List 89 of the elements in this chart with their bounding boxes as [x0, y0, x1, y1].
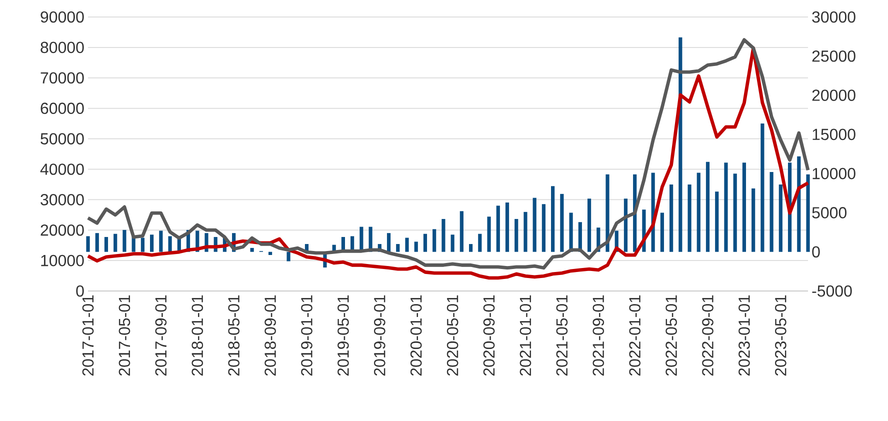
bar: [250, 248, 254, 252]
y2-tick-label: 0: [812, 246, 820, 258]
x-tick-label: 2020-09-01: [483, 295, 495, 376]
y2-tick-label: 30000: [812, 11, 856, 23]
bar: [140, 238, 144, 252]
x-tick-label: 2020-05-01: [446, 295, 458, 376]
bar: [423, 234, 428, 252]
y-tick-label: 0: [76, 285, 84, 297]
bar: [268, 252, 272, 255]
bar: [95, 233, 99, 252]
x-tick-label: 2023-01-01: [738, 295, 750, 376]
bar: [114, 234, 118, 252]
x-tick-label: 2019-09-01: [374, 295, 386, 376]
y2-tick-label: 15000: [812, 128, 856, 140]
bar: [496, 206, 500, 252]
bar: [542, 204, 546, 252]
bar: [532, 198, 536, 252]
bar: [706, 162, 710, 252]
x-tick-label: 2022-09-01: [702, 295, 714, 376]
x-tick-label: 2019-05-01: [338, 295, 349, 376]
bar: [569, 212, 573, 252]
bar: [159, 230, 163, 252]
bar: [724, 162, 728, 252]
y2-tick-label: 25000: [812, 50, 856, 62]
bar: [396, 244, 400, 252]
bar: [660, 212, 664, 252]
x-tick-label: 2018-09-01: [264, 295, 276, 376]
x-tick-label: 2022-01-01: [629, 295, 641, 376]
x-tick-label: 2017-05-01: [118, 295, 130, 376]
bar: [414, 242, 418, 252]
bar: [122, 230, 126, 252]
bar: [551, 186, 555, 252]
y-tick-label: 70000: [40, 72, 84, 84]
bar: [168, 236, 172, 252]
y2-tick-label: 5000: [812, 207, 846, 218]
bar: [624, 198, 628, 252]
bar: [560, 194, 564, 252]
y2-tick-label: -5000: [812, 285, 852, 297]
x-tick-label: 2017-01-01: [82, 295, 94, 376]
x-tick-label: 2020-01-01: [410, 295, 422, 376]
bar: [752, 188, 756, 252]
bar: [514, 218, 518, 252]
bar: [715, 192, 719, 252]
bar: [104, 236, 108, 252]
bar: [587, 198, 592, 252]
y-tick-label: 40000: [40, 164, 84, 175]
y2-tick-label: 10000: [812, 168, 856, 180]
bar: [478, 234, 482, 252]
bar: [505, 202, 510, 252]
bar: [696, 172, 700, 252]
x-tick-label: 2022-05-01: [666, 295, 677, 376]
bar: [669, 184, 674, 252]
bar: [386, 233, 391, 252]
y-tick-label: 30000: [40, 194, 84, 206]
x-tick-label: 2017-09-01: [155, 295, 167, 376]
bar: [286, 252, 290, 262]
bar: [405, 238, 409, 252]
bar: [806, 174, 810, 252]
y-tick-label: 10000: [41, 254, 84, 266]
x-tick-label: 2021-01-01: [520, 295, 532, 376]
y-tick-label: 80000: [40, 42, 84, 54]
x-tick-label: 2021-09-01: [592, 295, 604, 376]
bar: [524, 212, 528, 252]
bar: [688, 184, 692, 252]
y-tick-label: 50000: [40, 133, 84, 144]
bar: [742, 162, 746, 252]
bar: [733, 174, 737, 252]
bar: [442, 218, 446, 252]
bar: [770, 172, 774, 252]
x-tick-label: 2023-05-01: [775, 295, 786, 376]
x-tick-label: 2018-05-01: [228, 295, 240, 376]
bar: [797, 156, 801, 252]
bar: [760, 123, 764, 252]
bar: [450, 234, 454, 252]
bar: [86, 236, 90, 252]
bar: [468, 244, 473, 252]
y-tick-label: 20000: [40, 224, 84, 236]
x-tick-label: 2019-01-01: [301, 295, 312, 376]
bar: [460, 211, 464, 252]
bar: [432, 229, 436, 252]
bar: [487, 216, 491, 252]
x-tick-label: 2021-05-01: [556, 295, 568, 376]
bar: [606, 174, 610, 252]
y-tick-label: 90000: [40, 11, 84, 23]
y2-tick-label: 20000: [812, 90, 856, 101]
y-tick-label: 60000: [40, 102, 84, 114]
bar: [150, 234, 154, 252]
bar: [778, 184, 782, 252]
x-tick-label: 2018-01-01: [192, 295, 204, 376]
